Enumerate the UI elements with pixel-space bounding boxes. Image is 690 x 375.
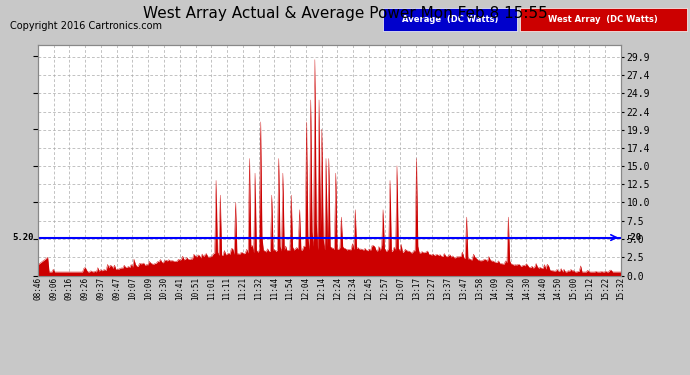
- Text: West Array  (DC Watts): West Array (DC Watts): [548, 15, 658, 24]
- Text: Average  (DC Watts): Average (DC Watts): [402, 15, 498, 24]
- Text: .20: .20: [625, 233, 641, 242]
- Bar: [520, 8, 687, 31]
- Text: Copyright 2016 Cartronics.com: Copyright 2016 Cartronics.com: [10, 21, 162, 31]
- Bar: [383, 8, 517, 31]
- Text: West Array Actual & Average Power Mon Feb 8 15:55: West Array Actual & Average Power Mon Fe…: [143, 6, 547, 21]
- Text: 5.20: 5.20: [12, 233, 34, 242]
